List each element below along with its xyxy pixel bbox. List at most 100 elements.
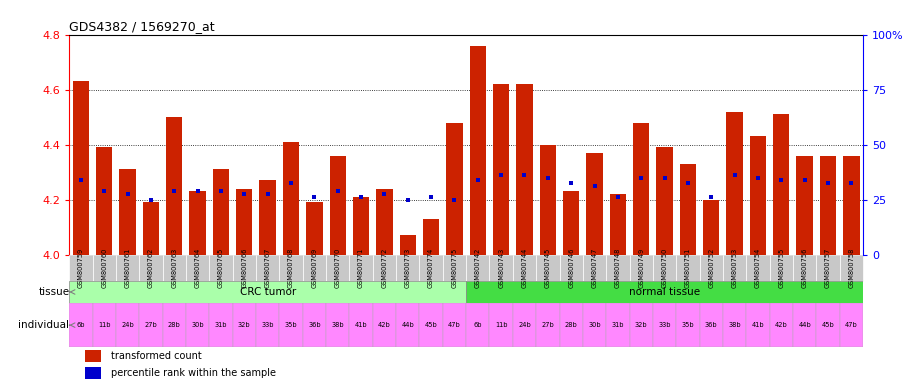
Bar xyxy=(840,255,863,281)
Text: GSM800751: GSM800751 xyxy=(685,248,691,288)
Text: 36b: 36b xyxy=(308,322,320,328)
Bar xyxy=(326,255,350,281)
Text: GSM800745: GSM800745 xyxy=(545,248,551,288)
Bar xyxy=(210,303,233,347)
Bar xyxy=(446,122,462,255)
Text: GDS4382 / 1569270_at: GDS4382 / 1569270_at xyxy=(69,20,215,33)
Bar xyxy=(353,197,369,255)
Text: 32b: 32b xyxy=(238,322,251,328)
Bar xyxy=(282,142,299,255)
Text: GSM800756: GSM800756 xyxy=(802,248,808,288)
Bar xyxy=(466,255,489,281)
Text: GSM800759: GSM800759 xyxy=(78,248,84,288)
Bar xyxy=(350,303,373,347)
Bar xyxy=(747,255,770,281)
Bar xyxy=(233,255,256,281)
Text: GSM800747: GSM800747 xyxy=(592,248,597,288)
Bar xyxy=(653,255,677,281)
Text: GSM800755: GSM800755 xyxy=(778,248,785,288)
Bar xyxy=(419,255,443,281)
Text: GSM800775: GSM800775 xyxy=(451,248,458,288)
Text: individual: individual xyxy=(18,320,69,330)
Bar xyxy=(723,255,747,281)
Text: 28b: 28b xyxy=(565,322,578,328)
Bar xyxy=(350,255,373,281)
Text: 41b: 41b xyxy=(354,322,367,328)
Bar xyxy=(723,303,747,347)
Text: GSM800769: GSM800769 xyxy=(311,248,318,288)
Bar xyxy=(419,303,443,347)
Bar xyxy=(700,303,723,347)
Bar xyxy=(326,303,350,347)
Bar xyxy=(116,303,139,347)
Bar xyxy=(280,255,303,281)
Bar xyxy=(400,235,416,255)
Text: 27b: 27b xyxy=(542,322,554,328)
Text: GSM800758: GSM800758 xyxy=(848,248,855,288)
Bar xyxy=(606,303,629,347)
Bar xyxy=(633,122,650,255)
Bar xyxy=(793,255,816,281)
Bar xyxy=(653,303,677,347)
Bar xyxy=(747,303,770,347)
Text: 42b: 42b xyxy=(775,322,787,328)
Text: GSM800750: GSM800750 xyxy=(662,248,667,288)
Text: GSM800742: GSM800742 xyxy=(474,248,481,288)
Text: 44b: 44b xyxy=(402,322,414,328)
Text: GSM800743: GSM800743 xyxy=(498,248,504,288)
Text: 45b: 45b xyxy=(821,322,834,328)
Bar xyxy=(443,303,466,347)
Text: 6b: 6b xyxy=(473,322,482,328)
Bar xyxy=(610,194,626,255)
Bar xyxy=(166,117,183,255)
Bar xyxy=(69,281,466,303)
Bar xyxy=(606,255,629,281)
Bar xyxy=(656,147,673,255)
Bar xyxy=(303,255,326,281)
Text: GSM800744: GSM800744 xyxy=(521,248,527,288)
Text: GSM800771: GSM800771 xyxy=(358,248,364,288)
Bar xyxy=(92,255,116,281)
Text: 30b: 30b xyxy=(191,322,204,328)
Text: GSM800774: GSM800774 xyxy=(428,248,434,288)
Bar xyxy=(629,303,653,347)
Text: GSM800761: GSM800761 xyxy=(125,248,130,288)
Bar xyxy=(513,303,536,347)
Text: 24b: 24b xyxy=(518,322,531,328)
Text: GSM800772: GSM800772 xyxy=(381,248,388,288)
Bar xyxy=(186,303,210,347)
Text: GSM800768: GSM800768 xyxy=(288,248,294,288)
Bar xyxy=(770,255,793,281)
Text: 31b: 31b xyxy=(215,322,227,328)
Text: 11b: 11b xyxy=(495,322,508,328)
Bar xyxy=(582,255,606,281)
Bar xyxy=(513,255,536,281)
Bar xyxy=(536,303,559,347)
Bar xyxy=(396,303,419,347)
Bar xyxy=(85,367,101,379)
Text: 33b: 33b xyxy=(658,322,671,328)
Text: GSM800746: GSM800746 xyxy=(569,248,574,288)
Bar xyxy=(489,303,513,347)
Bar xyxy=(489,255,513,281)
Bar xyxy=(186,255,210,281)
Bar xyxy=(793,303,816,347)
Text: GSM800757: GSM800757 xyxy=(825,248,831,288)
Bar xyxy=(586,153,603,255)
Text: 36b: 36b xyxy=(705,322,717,328)
Bar xyxy=(377,189,392,255)
Text: 6b: 6b xyxy=(77,322,85,328)
Text: GSM800766: GSM800766 xyxy=(241,248,247,288)
Bar xyxy=(259,180,276,255)
Text: 47b: 47b xyxy=(448,322,461,328)
Bar xyxy=(843,156,859,255)
Text: GSM800765: GSM800765 xyxy=(218,248,224,288)
Bar xyxy=(423,219,439,255)
Text: 11b: 11b xyxy=(98,322,111,328)
Bar xyxy=(189,191,206,255)
Text: CRC tumor: CRC tumor xyxy=(240,287,295,297)
Bar xyxy=(116,255,139,281)
Text: GSM800764: GSM800764 xyxy=(195,248,200,288)
Text: percentile rank within the sample: percentile rank within the sample xyxy=(111,368,275,378)
Text: 24b: 24b xyxy=(121,322,134,328)
